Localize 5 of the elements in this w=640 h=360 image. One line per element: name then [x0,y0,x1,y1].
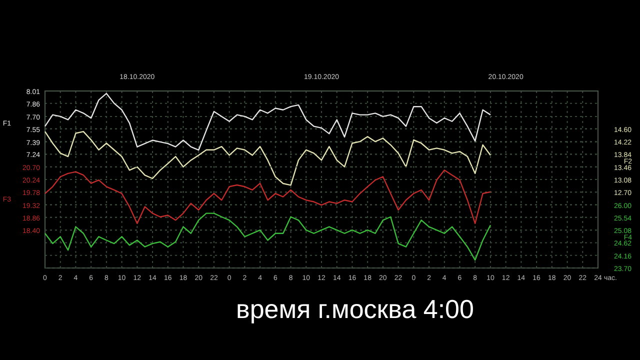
line-series [44,92,492,151]
text: время г.москва 4:00 [236,294,474,324]
line-series [44,212,492,261]
line-series [44,170,492,224]
line-series [44,130,492,186]
